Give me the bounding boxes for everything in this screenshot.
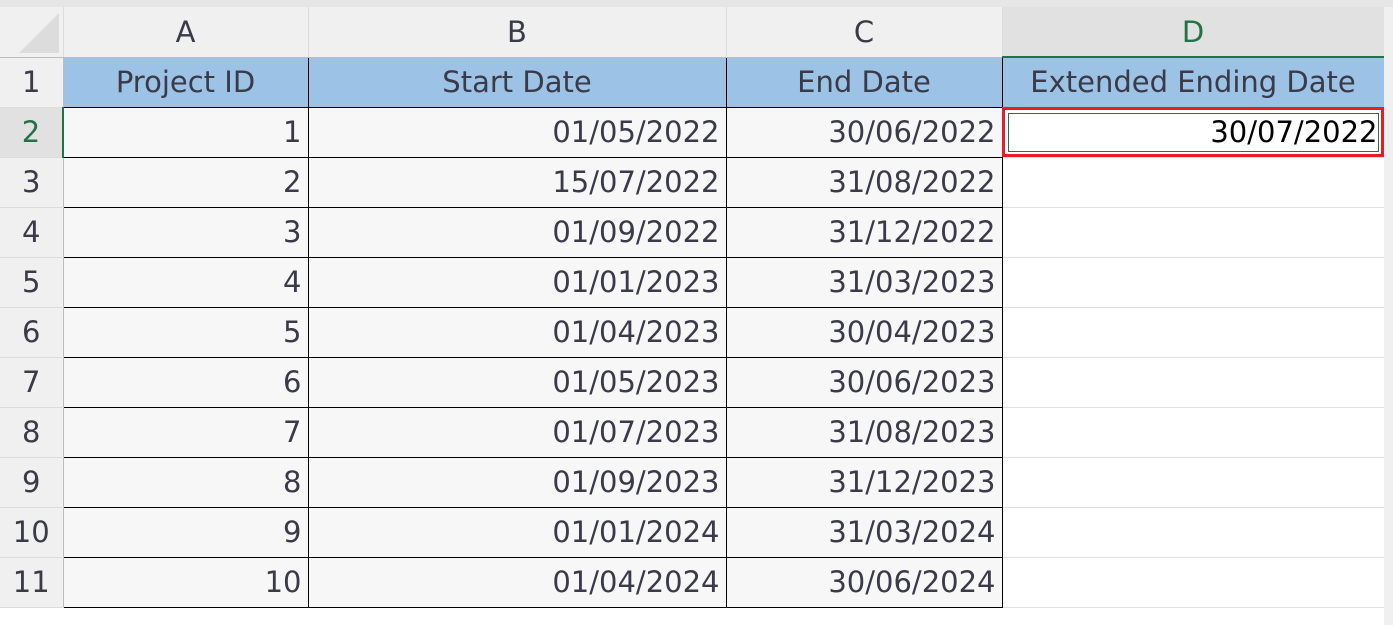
column-header-c[interactable]: C [726, 7, 1003, 58]
start-date-cell[interactable]: 01/04/2023 [307, 306, 727, 358]
row-header[interactable]: 4 [0, 207, 64, 258]
start-date-cell[interactable]: 01/09/2023 [307, 456, 727, 508]
row-header[interactable]: 6 [0, 307, 64, 358]
header-cell-project-id[interactable]: Project ID [62, 56, 309, 108]
end-date-cell[interactable]: 31/08/2023 [725, 406, 1003, 458]
end-date-cell[interactable]: 31/03/2024 [725, 506, 1003, 558]
select-all-button[interactable] [0, 7, 64, 58]
start-date-cell[interactable]: 01/01/2023 [307, 256, 727, 308]
end-date-cell[interactable]: 30/06/2024 [725, 556, 1003, 608]
header-cell-end-date[interactable]: End Date [725, 56, 1003, 108]
project-id-cell[interactable]: 1 [62, 106, 309, 158]
extended-ending-date-cell[interactable]: 30/07/2022 [1002, 107, 1385, 158]
extended-ending-date-cell[interactable] [1002, 407, 1385, 458]
project-id-cell[interactable]: 3 [62, 206, 309, 258]
end-date-cell[interactable]: 31/12/2022 [725, 206, 1003, 258]
start-date-cell[interactable]: 01/09/2022 [307, 206, 727, 258]
table-row: 11 10 01/04/2024 30/06/2024 [0, 556, 1385, 608]
column-header-row: A B C D [0, 7, 1385, 58]
extended-ending-date-cell[interactable] [1002, 457, 1385, 508]
column-header-d[interactable]: D [1002, 7, 1385, 58]
table-row: 3 2 15/07/2022 31/08/2022 [0, 156, 1385, 208]
row-header[interactable]: 5 [0, 257, 64, 308]
start-date-cell[interactable]: 01/07/2023 [307, 406, 727, 458]
project-id-cell[interactable]: 10 [62, 556, 309, 608]
extended-ending-date-cell[interactable] [1002, 557, 1385, 608]
extended-ending-date-cell[interactable] [1002, 357, 1385, 408]
table-row: 9 8 01/09/2023 31/12/2023 [0, 456, 1385, 508]
table-row: 8 7 01/07/2023 31/08/2023 [0, 406, 1385, 458]
start-date-cell[interactable]: 01/04/2024 [307, 556, 727, 608]
project-id-cell[interactable]: 6 [62, 356, 309, 408]
project-id-cell[interactable]: 7 [62, 406, 309, 458]
project-id-cell[interactable]: 9 [62, 506, 309, 558]
start-date-cell[interactable]: 01/05/2023 [307, 356, 727, 408]
header-cell-start-date[interactable]: Start Date [307, 56, 727, 108]
project-id-cell[interactable]: 2 [62, 156, 309, 208]
end-date-cell[interactable]: 30/06/2023 [725, 356, 1003, 408]
row-header[interactable]: 10 [0, 507, 64, 558]
spreadsheet-grid: A B C D 1 Project ID Start Date End Date… [0, 7, 1385, 608]
table-row: 7 6 01/05/2023 30/06/2023 [0, 356, 1385, 408]
table-row: 4 3 01/09/2022 31/12/2022 [0, 206, 1385, 258]
end-date-cell[interactable]: 30/04/2023 [725, 306, 1003, 358]
row-header[interactable]: 9 [0, 457, 64, 508]
header-cell-extended-ending-date[interactable]: Extended Ending Date [1001, 56, 1385, 108]
project-id-cell[interactable]: 8 [62, 456, 309, 508]
column-header-a[interactable]: A [63, 7, 309, 58]
start-date-cell[interactable]: 15/07/2022 [307, 156, 727, 208]
table-row: 2 1 01/05/2022 30/06/2022 30/07/2022 [0, 106, 1385, 158]
project-id-cell[interactable]: 4 [62, 256, 309, 308]
extended-ending-date-cell[interactable] [1002, 207, 1385, 258]
start-date-cell[interactable]: 01/05/2022 [307, 106, 727, 158]
column-header-b[interactable]: B [308, 7, 727, 58]
row-header[interactable]: 8 [0, 407, 64, 458]
top-band [0, 0, 1393, 7]
end-date-cell[interactable]: 31/08/2022 [725, 156, 1003, 208]
end-date-cell[interactable]: 31/12/2023 [725, 456, 1003, 508]
row-header[interactable]: 3 [0, 157, 64, 208]
vertical-scrollbar[interactable] [1384, 7, 1393, 625]
extended-ending-date-cell[interactable] [1002, 507, 1385, 558]
project-id-cell[interactable]: 5 [62, 306, 309, 358]
table-header-row: 1 Project ID Start Date End Date Extende… [0, 56, 1385, 108]
extended-ending-date-cell[interactable] [1002, 257, 1385, 308]
row-header[interactable]: 7 [0, 357, 64, 408]
end-date-cell[interactable]: 30/06/2022 [725, 106, 1003, 158]
extended-ending-date-cell[interactable] [1002, 157, 1385, 208]
table-row: 5 4 01/01/2023 31/03/2023 [0, 256, 1385, 308]
table-row: 10 9 01/01/2024 31/03/2024 [0, 506, 1385, 558]
start-date-cell[interactable]: 01/01/2024 [307, 506, 727, 558]
table-row: 6 5 01/04/2023 30/04/2023 [0, 306, 1385, 358]
end-date-cell[interactable]: 31/03/2023 [725, 256, 1003, 308]
extended-ending-date-cell[interactable] [1002, 307, 1385, 358]
row-header[interactable]: 11 [0, 557, 64, 608]
row-header[interactable]: 1 [0, 57, 64, 108]
row-header[interactable]: 2 [0, 107, 64, 158]
